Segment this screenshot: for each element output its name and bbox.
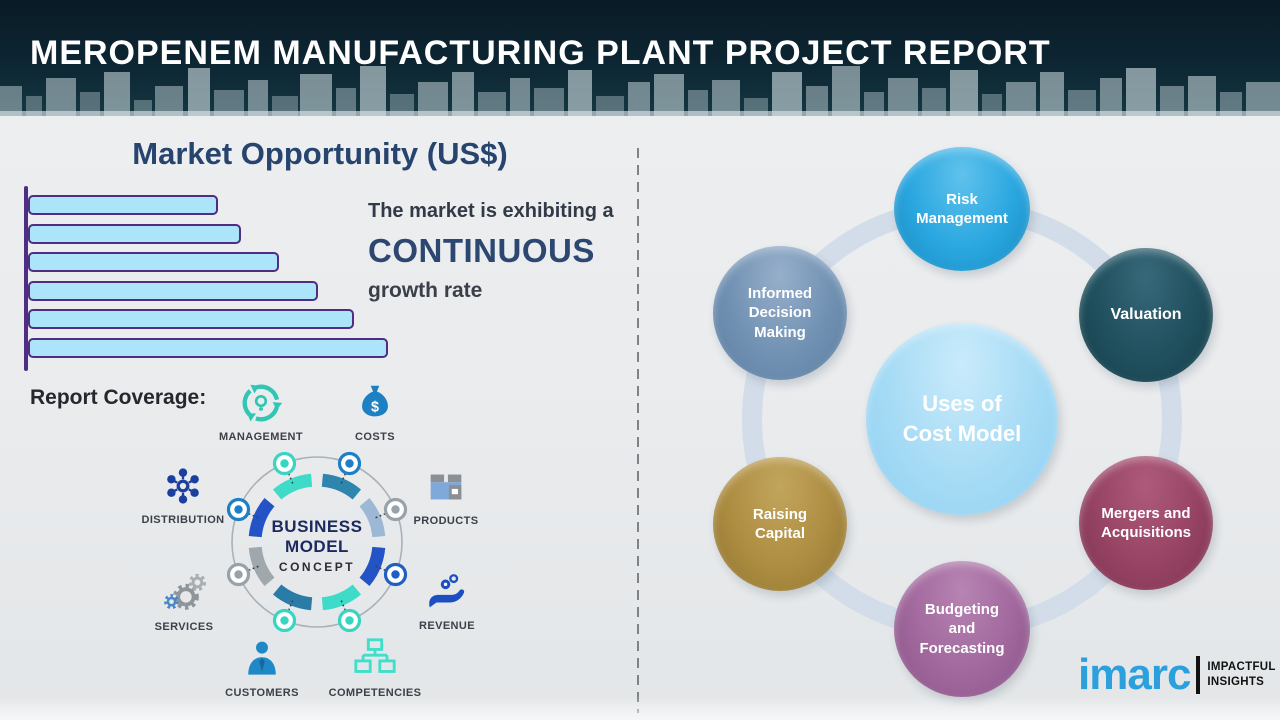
bar-chart-axis bbox=[24, 186, 28, 371]
bottom-light-band bbox=[0, 696, 1280, 720]
vertical-dashed-divider bbox=[637, 148, 639, 713]
money-bag-icon: $ bbox=[362, 385, 388, 417]
cost-model-node-informed-decision-making: Informed Decision Making bbox=[713, 246, 847, 380]
org-chart-icon bbox=[354, 638, 396, 673]
business-model-line3: CONCEPT bbox=[278, 560, 356, 574]
coverage-item-management: MANAGEMENT bbox=[196, 380, 326, 443]
bar bbox=[28, 337, 388, 358]
imarc-tagline-line1: IMPACTFUL bbox=[1207, 661, 1276, 674]
coverage-item-distribution: DISTRIBUTION bbox=[118, 463, 248, 526]
market-opportunity-title: Market Opportunity (US$) bbox=[132, 136, 508, 171]
cost-model-center-circle: Uses of Cost Model bbox=[866, 323, 1058, 515]
person-icon bbox=[248, 641, 276, 675]
coverage-item-customers: CUSTOMERS bbox=[197, 638, 327, 699]
coverage-item-label: DISTRIBUTION bbox=[141, 514, 225, 526]
coverage-item-competencies: COMPETENCIES bbox=[310, 636, 440, 699]
business-model-line1: BUSINESS bbox=[271, 517, 363, 536]
coverage-item-label: REVENUE bbox=[419, 620, 475, 632]
bar bbox=[28, 309, 354, 330]
business-model-ring-diagram bbox=[226, 451, 408, 633]
cost-model-node-mergers-acquisitions: Mergers and Acquisitions bbox=[1079, 456, 1213, 590]
growth-statement: The market is exhibiting a CONTINUOUS gr… bbox=[368, 200, 638, 303]
bar bbox=[28, 252, 279, 273]
cost-model-node-budgeting-forecasting: Budgeting and Forecasting bbox=[894, 561, 1030, 697]
page-title: MEROPENEM MANUFACTURING PLANT PROJECT RE… bbox=[30, 34, 1051, 72]
box-icon bbox=[430, 474, 462, 500]
coverage-item-products: PRODUCTS bbox=[381, 464, 511, 527]
imarc-logo-divider bbox=[1196, 655, 1201, 694]
report-coverage-label: Report Coverage: bbox=[30, 386, 207, 409]
growth-statement-highlight: CONTINUOUS bbox=[368, 232, 595, 269]
network-hub-icon bbox=[167, 468, 199, 504]
growth-statement-line1: The market is exhibiting a bbox=[368, 200, 614, 222]
coverage-item-revenue: REVENUE bbox=[382, 569, 512, 632]
imarc-logo: imarc IMPACTFUL INSIGHTS bbox=[1078, 650, 1276, 699]
bar bbox=[28, 223, 241, 244]
hand-coins-icon bbox=[429, 574, 465, 608]
bar bbox=[28, 195, 218, 215]
svg-text:$: $ bbox=[371, 400, 379, 416]
cost-model-node-raising-capital: Raising Capital bbox=[713, 457, 847, 591]
gears-icon bbox=[164, 573, 207, 610]
coverage-item-services: SERVICES bbox=[119, 570, 249, 633]
bar bbox=[28, 280, 318, 301]
coverage-item-label: PRODUCTS bbox=[413, 515, 479, 527]
cost-model-node-valuation: Valuation bbox=[1079, 248, 1213, 382]
business-model-center-text: BUSINESS MODEL CONCEPT bbox=[237, 517, 397, 574]
business-model-line2: MODEL bbox=[285, 537, 349, 556]
bar-chart-bars bbox=[28, 195, 388, 367]
imarc-logo-wordmark: imarc bbox=[1078, 650, 1191, 699]
growth-statement-line2: growth rate bbox=[368, 279, 483, 302]
coverage-item-costs: $ COSTS bbox=[310, 380, 440, 443]
imarc-tagline-line2: INSIGHTS bbox=[1207, 675, 1265, 688]
coverage-item-label: MANAGEMENT bbox=[218, 431, 304, 443]
management-cycle-bulb-icon bbox=[242, 384, 283, 422]
coverage-item-label: COSTS bbox=[355, 431, 395, 443]
coverage-item-label: SERVICES bbox=[154, 621, 214, 633]
imarc-logo-tagline: IMPACTFUL INSIGHTS bbox=[1207, 660, 1275, 689]
city-skyline-graphic bbox=[0, 66, 1280, 116]
cost-model-node-risk-management: Risk Management bbox=[894, 147, 1030, 271]
header-banner: MEROPENEM MANUFACTURING PLANT PROJECT RE… bbox=[0, 0, 1280, 116]
